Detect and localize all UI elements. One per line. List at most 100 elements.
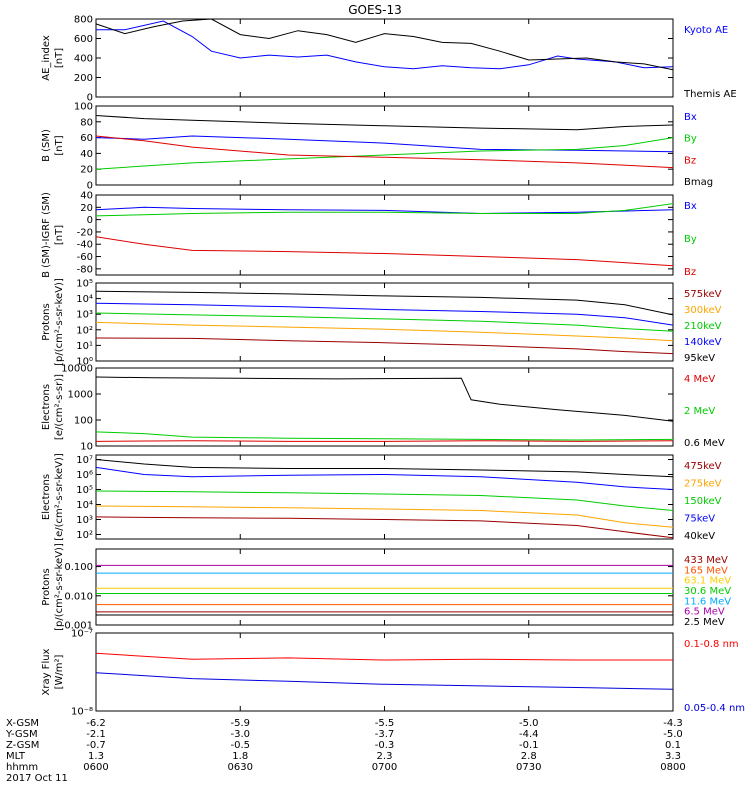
x-tick-value: 3.3 bbox=[665, 751, 681, 762]
x-row-label: MLT bbox=[6, 751, 26, 762]
legend-entry: Bx bbox=[684, 201, 697, 212]
x-tick-value: 0.1 bbox=[665, 740, 681, 751]
x-row-label: 2017 Oct 11 bbox=[6, 773, 68, 784]
legend-entry: 95keV bbox=[684, 353, 715, 364]
y-tick-label: 10³ bbox=[76, 515, 93, 526]
y-axis-label: B (SM) bbox=[41, 129, 52, 162]
series-line bbox=[95, 206, 674, 215]
x-tick-value: -5.5 bbox=[375, 718, 395, 729]
panel-3: 10⁰ 10¹ 10² 10³ 10⁴ 10⁵ Protons [p/(cm²-s-sr-ke… bbox=[41, 278, 722, 367]
y-tick-label: 20 bbox=[80, 203, 93, 214]
y-axis-label: [e/(cm²-s-sr-keV)] bbox=[54, 453, 65, 541]
legend-entry: Bx bbox=[684, 112, 697, 123]
y-tick-label: 40 bbox=[80, 149, 93, 160]
legend-entry: Bmag bbox=[684, 177, 713, 188]
series-line bbox=[95, 321, 674, 342]
legend-entry: Themis AE bbox=[683, 89, 737, 100]
x-tick-value: 0600 bbox=[83, 762, 108, 773]
y-tick-label: 0 bbox=[87, 181, 93, 192]
legend-entry: Bz bbox=[684, 155, 696, 166]
panel-0: 0 200 400 600 800 AE_index [nT] Kyoto AE Themis … bbox=[41, 15, 737, 104]
y-tick-label: 10⁷ bbox=[76, 455, 93, 466]
y-axis-label: Protons bbox=[41, 568, 52, 605]
series-line bbox=[95, 18, 674, 71]
series-line bbox=[95, 135, 674, 153]
panel-6: 0.001 0.010 0.100 Protons [p/(cm²-s-sr-keV)]… bbox=[41, 543, 731, 631]
x-tick-value: -5.9 bbox=[230, 718, 250, 729]
x-tick-value: -5.0 bbox=[663, 729, 683, 740]
series-line bbox=[95, 137, 674, 170]
legend-entry: 0.05-0.4 nm bbox=[684, 703, 745, 714]
y-tick-label: 1000 bbox=[68, 390, 93, 401]
y-tick-label: 10² bbox=[76, 530, 93, 541]
x-tick-value: 1.3 bbox=[88, 751, 104, 762]
series-line bbox=[95, 337, 674, 355]
y-axis-label: [e/(cm²-s-sr)] bbox=[54, 374, 65, 440]
x-tick-value: 0700 bbox=[372, 762, 397, 773]
y-tick-label: 10⁻⁷ bbox=[71, 629, 93, 640]
legend-entry: 6.5 MeV bbox=[684, 607, 725, 618]
legend-entry: 40keV bbox=[684, 531, 715, 542]
y-axis-label: [nT] bbox=[54, 225, 65, 245]
legend-entry: 0.6 MeV bbox=[684, 438, 725, 449]
legend-entry: By bbox=[684, 234, 697, 245]
series-line bbox=[95, 376, 674, 422]
y-tick-label: 0.010 bbox=[64, 591, 93, 602]
y-axis-label: [p/(cm²-s-sr-keV)] bbox=[54, 278, 65, 366]
y-axis-label: AE_index bbox=[41, 35, 52, 81]
series-line bbox=[95, 672, 674, 690]
series-line bbox=[95, 652, 673, 661]
y-tick-label: 10⁵ bbox=[76, 485, 93, 496]
legend-entry: 30.6 MeV bbox=[684, 586, 731, 597]
y-tick-label: 10 bbox=[80, 442, 93, 453]
x-tick-value: -3.7 bbox=[375, 729, 395, 740]
y-axis-label: Electrons bbox=[41, 474, 52, 520]
y-tick-label: 10⁴ bbox=[76, 294, 93, 305]
legend-entry: 75keV bbox=[684, 514, 715, 525]
y-tick-label: 0 bbox=[87, 215, 93, 226]
x-tick-value: -0.3 bbox=[375, 740, 395, 751]
x-tick-value: -4.3 bbox=[663, 718, 683, 729]
y-tick-label: 10³ bbox=[76, 310, 93, 321]
x-tick-value: -4.4 bbox=[519, 729, 539, 740]
legend-entry: 575keV bbox=[684, 289, 722, 300]
x-tick-value: -6.2 bbox=[86, 718, 106, 729]
y-tick-label: 40 bbox=[80, 191, 93, 202]
series-line bbox=[95, 290, 674, 316]
y-tick-label: 200 bbox=[74, 73, 93, 84]
y-axis-label: Xray Flux bbox=[41, 648, 52, 695]
y-tick-label: -80 bbox=[77, 264, 93, 275]
legend-entry: By bbox=[684, 134, 697, 145]
series-line bbox=[95, 302, 674, 326]
y-axis-label: Electrons bbox=[41, 384, 52, 430]
y-tick-label: 100 bbox=[74, 102, 93, 113]
series-line bbox=[95, 459, 674, 478]
x-tick-value: 2.8 bbox=[521, 751, 537, 762]
legend-entry: 11.6 MeV bbox=[684, 596, 731, 607]
series-line bbox=[95, 431, 674, 441]
y-axis-label: B (SM)-IGRF (SM) bbox=[41, 192, 52, 278]
y-tick-label: 600 bbox=[74, 34, 93, 45]
x-tick-value: -0.5 bbox=[230, 740, 250, 751]
x-tick-value: 0630 bbox=[228, 762, 253, 773]
x-tick-value: -5.0 bbox=[519, 718, 539, 729]
series-line bbox=[95, 505, 674, 528]
y-tick-label: 0.100 bbox=[64, 562, 93, 573]
y-tick-label: 10⁴ bbox=[76, 500, 93, 511]
legend-entry: 210keV bbox=[684, 321, 722, 332]
y-axis-label: [nT] bbox=[54, 135, 65, 155]
legend-entry: 300keV bbox=[684, 305, 722, 316]
panel-5: 10² 10³ 10⁴ 10⁵ 10⁶ 10⁷ Electrons [e/(cm²-s-sr-… bbox=[41, 453, 722, 542]
series-line bbox=[95, 516, 674, 539]
y-tick-label: 80 bbox=[80, 117, 93, 128]
series-line bbox=[96, 20, 674, 70]
y-axis-label: [W/m²] bbox=[54, 654, 65, 689]
y-tick-label: 60 bbox=[80, 133, 93, 144]
legend-entry: 2.5 MeV bbox=[684, 617, 725, 628]
x-tick-value: -0.7 bbox=[86, 740, 106, 751]
x-row-label: hhmm bbox=[6, 762, 38, 773]
series-line bbox=[95, 115, 674, 131]
y-axis-label: [nT] bbox=[54, 48, 65, 68]
y-tick-label: 10⁻⁸ bbox=[71, 707, 93, 718]
